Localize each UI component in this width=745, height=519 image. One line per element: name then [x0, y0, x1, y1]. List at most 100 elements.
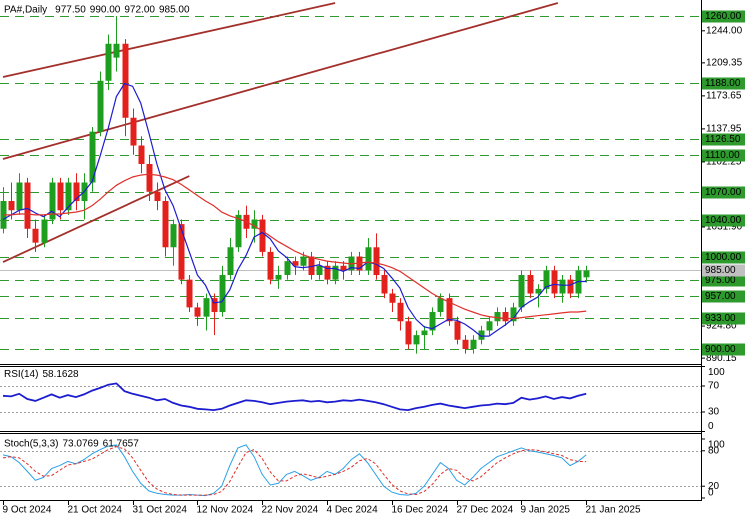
trend-line [2, 2, 336, 78]
candle-body [421, 330, 428, 336]
candle-body [8, 201, 15, 211]
y-tick-label: 100 [708, 440, 725, 451]
candle-body [178, 224, 185, 280]
candle-body [41, 219, 48, 243]
candle-body [24, 182, 31, 229]
candle-body [389, 293, 396, 303]
y-tick-label: 1102.25 [706, 157, 742, 168]
trend-line [2, 175, 190, 263]
y-tick-label: 1173.65 [706, 91, 742, 102]
candle-body [284, 261, 291, 276]
level-label-box [702, 343, 745, 356]
x-tick-label: 12 Nov 2024 [197, 505, 254, 516]
level-label-box [702, 133, 745, 146]
y-tick-label: 80 [708, 445, 720, 456]
candle-body [259, 219, 266, 252]
candle-body [527, 275, 534, 294]
candle-body [510, 307, 517, 322]
candle-body [275, 275, 282, 280]
candle-body [138, 145, 145, 165]
candle-body [203, 298, 210, 317]
y-tick-label: 1137.95 [706, 124, 742, 135]
y-tick-label: 100 [708, 367, 725, 378]
candle-body [235, 214, 242, 248]
candle-body [340, 265, 347, 271]
candle-body [267, 251, 274, 280]
y-tick-label: 0 [708, 488, 714, 499]
level-label: 1126.50 [705, 134, 741, 145]
candle-body [251, 219, 258, 229]
candle-body [97, 80, 104, 132]
level-label-box [702, 312, 745, 325]
level-label-box [702, 186, 745, 199]
x-tick-label: 22 Nov 2024 [262, 505, 319, 516]
rsi-panel [0, 382, 701, 413]
x-tick-label: 31 Oct 2024 [133, 505, 188, 516]
candle-body [130, 117, 137, 146]
level-label: 1040.00 [705, 215, 742, 226]
candle-body [405, 321, 412, 345]
y-tick-label: 20 [708, 481, 720, 492]
candle-body [122, 43, 129, 118]
candle-body [373, 247, 380, 276]
y-tick-label: 0 [708, 421, 714, 432]
level-label-box [702, 290, 745, 303]
indicator-line [2, 446, 587, 496]
level-label-box [702, 274, 745, 287]
candle-body [437, 298, 444, 313]
candle-body [494, 312, 501, 322]
candle-body [535, 288, 542, 294]
candle-body [300, 256, 307, 266]
x-tick-label: 9 Oct 2024 [3, 505, 52, 516]
level-label: 933.00 [705, 313, 736, 324]
candle-body [32, 228, 39, 243]
y-tick-label: 924.80 [706, 321, 737, 332]
moving-average [3, 173, 587, 320]
candle-body [429, 312, 436, 331]
x-tick-label: 16 Dec 2024 [392, 505, 449, 516]
candle-body [413, 335, 420, 345]
candle-body [57, 182, 64, 211]
y-tick-label: 1209.35 [706, 57, 743, 68]
ohlc-label: 990.00 [90, 5, 121, 16]
candle-body [89, 131, 96, 183]
candle-body [324, 265, 331, 280]
x-tick-label: 27 Dec 2024 [457, 505, 514, 516]
candle-body [502, 312, 509, 322]
stoch-panel [0, 444, 701, 497]
x-tick-label: 9 Jan 2025 [521, 505, 571, 516]
last-price-box [702, 264, 745, 277]
candle-body [186, 279, 193, 308]
candle-body [105, 43, 112, 81]
candle-body [113, 43, 120, 58]
level-label: 1070.00 [705, 187, 742, 198]
candle-body [470, 339, 477, 350]
candle-body [365, 247, 372, 271]
indicator-line [2, 382, 587, 412]
x-tick-label: 21 Jan 2025 [586, 505, 641, 516]
candle-body [397, 302, 404, 322]
level-label-box [702, 77, 745, 90]
indicator-value: 58.1628 [42, 369, 79, 380]
chart-title: PA#,Daily [4, 5, 47, 16]
candle-body [332, 265, 339, 280]
candle-body [154, 191, 161, 202]
level-label: 1000.00 [705, 252, 742, 263]
indicator-title: RSI(14) [4, 369, 38, 380]
y-tick-label: 30 [708, 407, 720, 418]
indicator-title: Stoch(5,3,3) [4, 439, 58, 450]
indicator-value: 61.7657 [103, 439, 140, 450]
candle-body [219, 275, 226, 313]
candle-body [567, 279, 574, 294]
level-label: 1188.00 [705, 78, 741, 89]
x-tick-label: 21 Oct 2024 [68, 505, 123, 516]
moving-average [2, 82, 587, 337]
candle-body [543, 270, 550, 289]
header-background [0, 2, 194, 16]
candle-body [227, 247, 234, 276]
y-tick-label: 1031.90 [706, 222, 743, 233]
x-tick-label: 4 Dec 2024 [327, 505, 379, 516]
